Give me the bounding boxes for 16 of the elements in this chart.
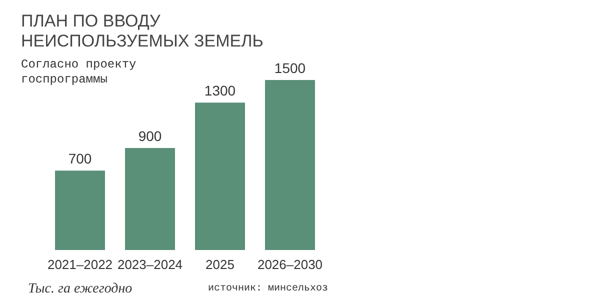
chart-title: ПЛАН ПО ВВОДУ НЕИСПОЛЬЗУЕМЫХ ЗЕМЕЛЬ: [21, 12, 264, 50]
data-label: 1500: [274, 60, 306, 76]
chart-subtitle: Согласно проекту госпрограммы: [21, 58, 136, 86]
bar: [55, 170, 105, 250]
data-label: 900: [138, 128, 162, 144]
bar: [265, 80, 315, 250]
text: источник: минсельхоз: [208, 284, 328, 294]
x-tick-label: 2025: [206, 257, 234, 272]
data-label: 1300: [204, 82, 236, 99]
text: Тыс. га ежегодно: [28, 282, 132, 296]
bar: [125, 148, 175, 250]
data-label: 700: [68, 150, 92, 167]
x-tick-label: 2026–2030: [257, 257, 323, 272]
bar: [195, 102, 245, 250]
x-tick-label: 2023–2024: [117, 257, 183, 272]
x-tick-label: 2021–2022: [47, 257, 113, 272]
